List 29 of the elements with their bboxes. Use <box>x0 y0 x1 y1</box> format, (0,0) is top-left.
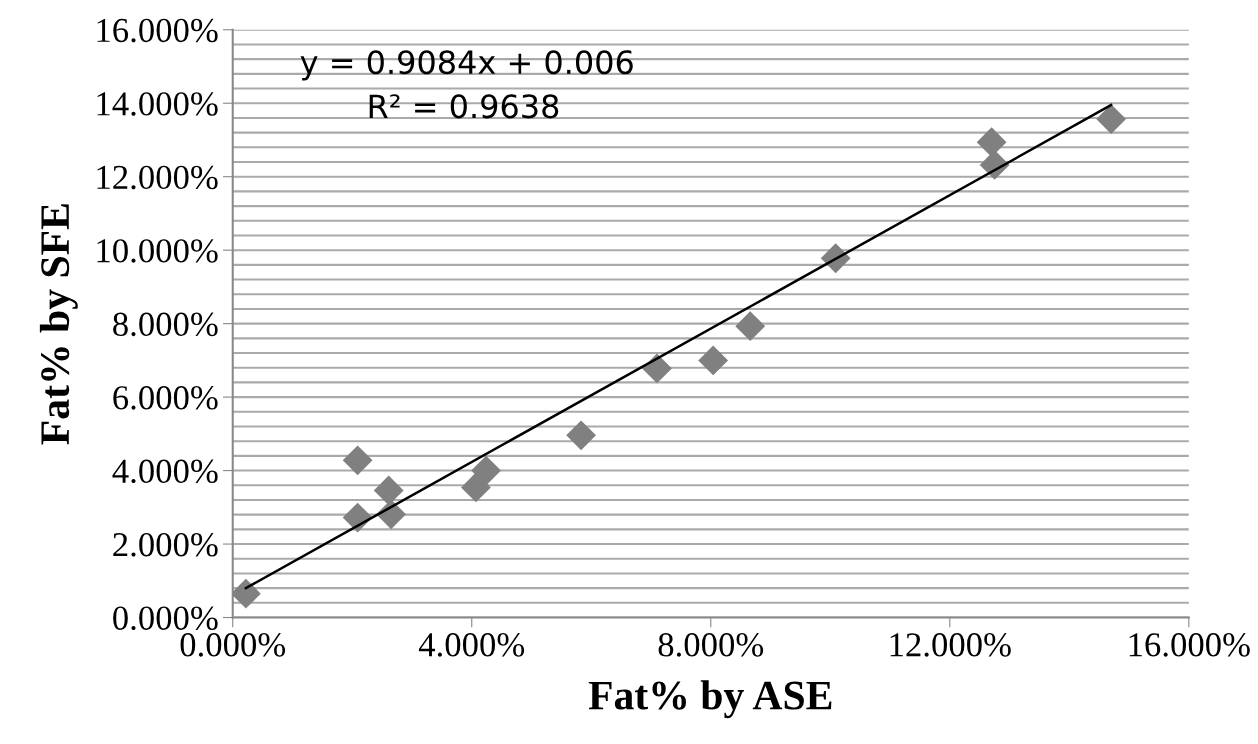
x-tick-label: 0.000% <box>180 633 286 657</box>
point <box>566 420 596 451</box>
y-tick-label: 2.000% <box>113 533 218 557</box>
annotation: R² = 0.9638 <box>369 94 559 119</box>
y-tick-label: 6.000% <box>113 386 218 410</box>
point <box>642 353 672 384</box>
y-tick-label: 16.000% <box>97 18 218 43</box>
point <box>373 475 404 506</box>
y-tick-label: 0.000% <box>113 606 218 631</box>
point <box>1096 104 1127 134</box>
point <box>461 472 491 503</box>
x-tick-label: 16.000% <box>1129 633 1250 657</box>
x-axis-title: Fat% by ASE <box>588 680 832 719</box>
y-tick-label: 8.000% <box>113 312 218 337</box>
point <box>698 345 729 376</box>
point <box>471 455 501 486</box>
y-axis-title: Fat% by SFE <box>39 204 78 445</box>
x-tick-label: 8.000% <box>658 633 764 657</box>
annotation: y = 0.9084x + 0.006 <box>300 50 633 81</box>
y-tick-label: 10.000% <box>97 239 218 263</box>
x-tick-label: 12.000% <box>890 633 1011 657</box>
y-tick-label: 12.000% <box>97 165 218 190</box>
y-tick-label: 14.000% <box>97 92 218 116</box>
point <box>232 578 261 609</box>
x-tick-label: 4.000% <box>418 633 525 657</box>
point <box>342 445 373 476</box>
point <box>735 311 766 342</box>
y-tick-label: 4.000% <box>112 459 218 484</box>
point <box>976 127 1007 158</box>
